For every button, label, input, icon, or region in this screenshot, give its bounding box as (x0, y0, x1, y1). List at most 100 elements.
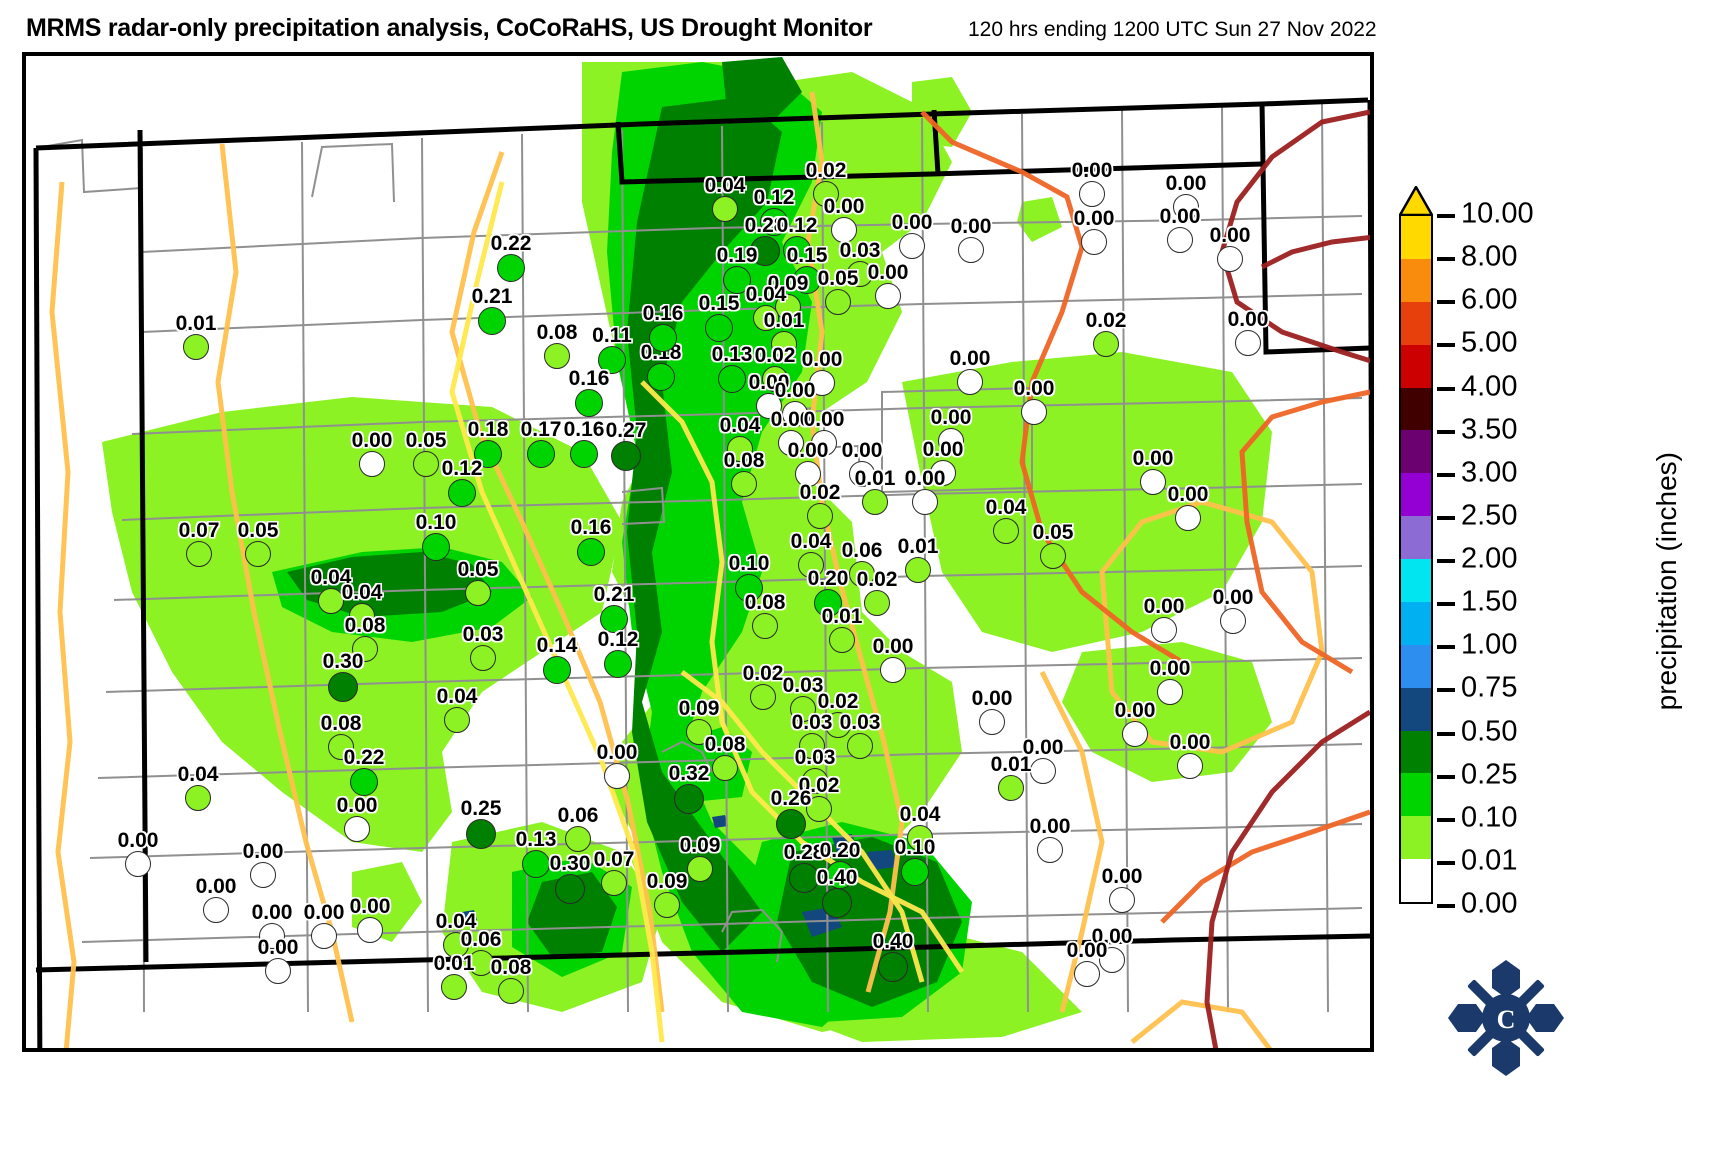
station-observation[interactable]: 0.12 (754, 186, 794, 236)
station-observation[interactable]: 0.00 (892, 211, 932, 259)
station-observation[interactable]: 0.05 (458, 558, 498, 606)
station-observation[interactable]: 0.08 (345, 614, 385, 662)
station-observation[interactable]: 0.04 (986, 496, 1026, 544)
station-observation[interactable]: 0.22 (491, 232, 531, 282)
station-observation[interactable]: 0.07 (594, 848, 634, 896)
station-observation[interactable]: 0.01 (991, 753, 1031, 801)
station-observation[interactable]: 0.00 (923, 438, 963, 486)
station-observation[interactable]: 0.04 (746, 283, 786, 331)
station-observation[interactable]: 0.09 (647, 870, 687, 918)
station-observation[interactable]: 0.09 (679, 697, 719, 745)
station-observation[interactable]: 0.00 (352, 429, 392, 477)
station-observation[interactable]: 0.04 (720, 414, 760, 462)
station-observation[interactable]: 0.05 (406, 429, 446, 477)
station-observation[interactable]: 0.00 (771, 408, 811, 456)
station-observation[interactable]: 0.01 (822, 605, 862, 653)
station-observation[interactable]: 0.21 (594, 583, 634, 633)
station-observation[interactable]: 0.08 (491, 956, 531, 1004)
station-observation[interactable]: 0.06 (558, 804, 598, 852)
station-observation[interactable]: 0.15 (699, 292, 739, 342)
station-observation[interactable]: 0.01 (434, 952, 474, 1000)
station-observation[interactable]: 0.01 (176, 312, 216, 360)
station-observation[interactable]: 0.00 (1102, 865, 1142, 913)
station-observation[interactable]: 0.00 (951, 215, 991, 263)
station-observation[interactable]: 0.02 (818, 690, 858, 738)
station-observation[interactable]: 0.04 (791, 530, 831, 578)
station-observation[interactable]: 0.22 (344, 746, 384, 796)
station-observation[interactable]: 0.03 (792, 711, 832, 759)
station-observation[interactable]: 0.00 (1166, 172, 1206, 220)
station-observation[interactable]: 0.40 (817, 866, 857, 918)
station-observation[interactable]: 0.00 (1168, 483, 1208, 531)
station-observation[interactable]: 0.00 (1150, 657, 1190, 705)
station-observation[interactable]: 0.03 (795, 746, 835, 794)
station-observation[interactable]: 0.04 (311, 566, 351, 614)
station-observation[interactable]: 0.02 (800, 481, 840, 529)
station-observation[interactable]: 0.00 (1228, 308, 1268, 356)
station-observation[interactable]: 0.00 (337, 794, 377, 842)
station-observation[interactable]: 0.00 (252, 901, 292, 949)
station-observation[interactable]: 0.20 (808, 567, 848, 617)
station-observation[interactable]: 0.04 (900, 803, 940, 851)
station-observation[interactable]: 0.32 (669, 762, 709, 814)
station-observation[interactable]: 0.02 (743, 662, 783, 710)
station-observation[interactable]: 0.00 (802, 348, 842, 396)
station-observation[interactable]: 0.00 (1160, 205, 1200, 253)
station-observation[interactable]: 0.00 (1092, 925, 1132, 973)
station-observation[interactable]: 0.16 (643, 302, 683, 352)
station-observation[interactable]: 0.13 (516, 828, 556, 878)
station-observation[interactable]: 0.00 (1170, 731, 1210, 779)
station-observation[interactable]: 0.00 (788, 439, 828, 487)
station-observation[interactable]: 0.00 (1144, 595, 1184, 643)
station-observation[interactable]: 0.08 (724, 449, 764, 497)
station-observation[interactable]: 0.10 (729, 552, 769, 602)
station-observation[interactable]: 0.00 (931, 406, 971, 454)
station-observation[interactable]: 0.30 (323, 650, 363, 702)
station-observation[interactable]: 0.25 (461, 797, 501, 849)
station-observation[interactable]: 0.04 (436, 910, 476, 958)
station-observation[interactable]: 0.02 (857, 568, 897, 616)
station-observation[interactable]: 0.00 (1074, 207, 1114, 255)
station-observation[interactable]: 0.00 (1023, 736, 1063, 784)
station-observation[interactable]: 0.03 (840, 711, 880, 759)
station-observation[interactable]: 0.00 (824, 195, 864, 243)
station-observation[interactable]: 0.28 (784, 841, 824, 893)
station-observation[interactable]: 0.00 (950, 347, 990, 395)
station-observation[interactable]: 0.26 (771, 787, 811, 839)
station-observation[interactable]: 0.16 (564, 418, 604, 468)
station-observation[interactable]: 0.16 (569, 367, 609, 417)
station-observation[interactable]: 0.03 (463, 623, 503, 671)
station-observation[interactable]: 0.30 (550, 852, 590, 904)
station-observation[interactable]: 0.40 (873, 930, 913, 982)
station-observation[interactable]: 0.12 (598, 628, 638, 678)
station-observation[interactable]: 0.02 (799, 774, 839, 822)
station-observation[interactable]: 0.02 (755, 344, 795, 392)
station-observation[interactable]: 0.00 (304, 901, 344, 949)
station-observation[interactable]: 0.00 (350, 895, 390, 943)
station-observation[interactable]: 0.00 (749, 371, 789, 419)
station-observation[interactable]: 0.15 (787, 244, 827, 294)
station-observation[interactable]: 0.12 (777, 214, 817, 264)
station-observation[interactable]: 0.02 (1086, 309, 1126, 357)
station-observation[interactable]: 0.00 (118, 829, 158, 877)
station-observation[interactable]: 0.07 (179, 519, 219, 567)
station-observation[interactable]: 0.08 (537, 321, 577, 369)
station-observation[interactable]: 0.11 (592, 324, 632, 374)
station-observation[interactable]: 0.06 (842, 539, 882, 587)
station-observation[interactable]: 0.19 (717, 244, 757, 294)
station-observation[interactable]: 0.00 (1213, 586, 1253, 634)
station-observation[interactable]: 0.18 (641, 341, 681, 391)
station-observation[interactable]: 0.00 (1133, 447, 1173, 495)
station-observation[interactable]: 0.27 (606, 419, 646, 471)
station-observation[interactable]: 0.04 (178, 763, 218, 811)
precipitation-map[interactable]: 0.04 0.12 0.02 0.00 0.00 0.00 0.00 0.00 0.00 0.00… (22, 52, 1374, 1052)
station-observation[interactable]: 0.18 (468, 418, 508, 468)
station-observation[interactable]: 0.17 (521, 418, 561, 468)
station-observation[interactable]: 0.01 (898, 535, 938, 583)
station-observation[interactable]: 0.00 (1014, 377, 1054, 425)
station-observation[interactable]: 0.13 (712, 343, 752, 393)
station-observation[interactable]: 0.03 (840, 239, 880, 287)
station-observation[interactable]: 0.04 (705, 174, 745, 222)
station-observation[interactable]: 0.05 (1033, 521, 1073, 569)
station-observation[interactable]: 0.10 (895, 836, 935, 886)
